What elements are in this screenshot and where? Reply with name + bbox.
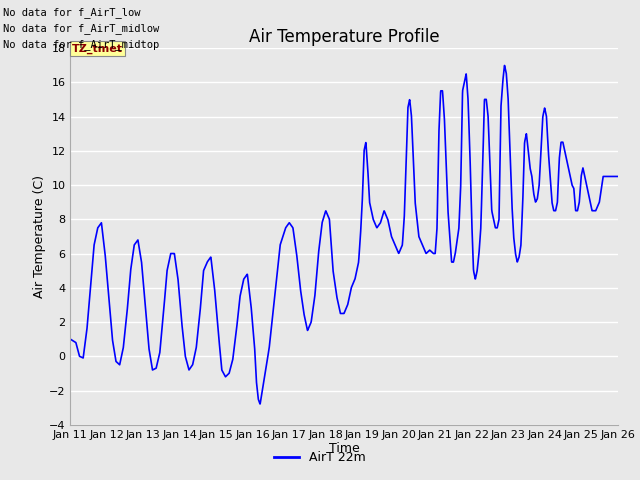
- Text: No data for f_AirT_low: No data for f_AirT_low: [3, 7, 141, 18]
- Title: Air Temperature Profile: Air Temperature Profile: [249, 28, 439, 47]
- Legend: AirT 22m: AirT 22m: [269, 446, 371, 469]
- Text: TZ_tmet: TZ_tmet: [72, 43, 124, 54]
- Text: No data for f_AirT_midlow: No data for f_AirT_midlow: [3, 23, 159, 34]
- Y-axis label: Air Temperature (C): Air Temperature (C): [33, 175, 46, 298]
- X-axis label: Time: Time: [328, 443, 360, 456]
- Text: No data for f_AirT_midtop: No data for f_AirT_midtop: [3, 39, 159, 50]
